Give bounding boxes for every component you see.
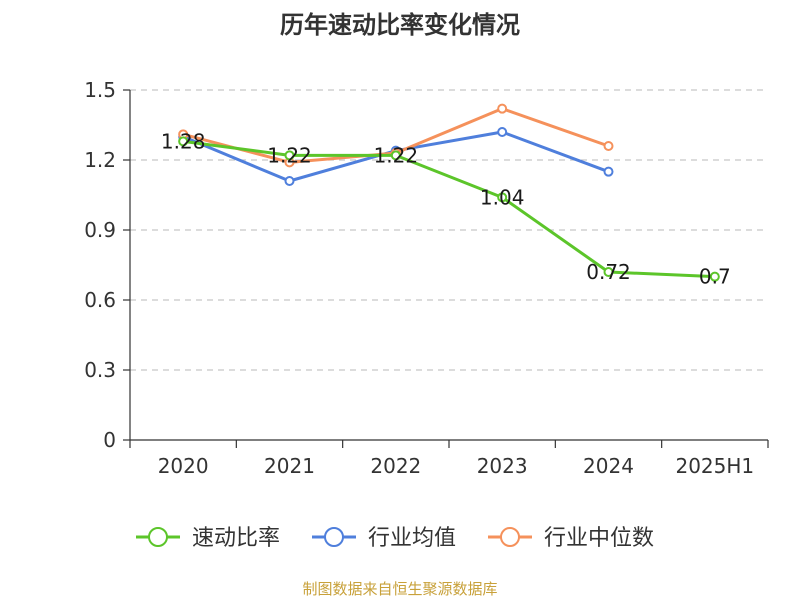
data-point xyxy=(284,176,295,186)
data-label: 1.04 xyxy=(480,185,525,209)
legend-marker xyxy=(148,527,168,547)
series-line xyxy=(182,139,715,279)
data-point xyxy=(178,136,189,147)
source-note: 制图数据来自恒生聚源数据库 xyxy=(302,580,497,598)
legend-label: 行业均值 xyxy=(368,526,456,551)
x-tick-label: 2020 xyxy=(158,454,209,478)
data-label: 1.22 xyxy=(374,143,419,167)
data-point xyxy=(603,166,614,177)
x-tick-label: 2023 xyxy=(477,454,528,478)
y-axis-ticks: 0 0.3 0.6 0.9 1.2 1.5 xyxy=(84,78,130,452)
y-tick-label: 0.6 xyxy=(84,288,116,312)
y-tick-label: 1.2 xyxy=(84,148,116,172)
x-tick-label: 2022 xyxy=(370,454,421,478)
data-label: 0.72 xyxy=(586,260,631,284)
chart-title: 历年速动比率变化情况 xyxy=(280,11,520,39)
data-point xyxy=(284,150,295,161)
data-label: 1.28 xyxy=(161,129,206,153)
x-tick-label: 2024 xyxy=(583,454,634,478)
data-labels: 1.28 1.22 1.22 1.04 0.72 0.7 xyxy=(161,129,731,288)
data-label: 0.7 xyxy=(699,265,731,289)
data-point xyxy=(603,267,614,277)
y-tick-label: 0.9 xyxy=(84,218,116,242)
x-tick-label: 2025H1 xyxy=(675,454,754,478)
legend-label: 行业中位数 xyxy=(544,526,654,551)
legend: 速动比率 行业均值 行业中位数 xyxy=(136,526,654,551)
x-axis-ticks: 2020 2021 2022 2023 2024 2025H1 xyxy=(129,440,769,478)
y-tick-label: 0.3 xyxy=(84,358,116,382)
data-point xyxy=(497,127,508,137)
x-tick-label: 2021 xyxy=(264,454,315,478)
data-point xyxy=(497,103,508,114)
legend-marker xyxy=(500,527,520,547)
data-label: 1.22 xyxy=(267,143,312,167)
series-0 xyxy=(178,136,720,282)
data-point xyxy=(603,141,614,151)
y-tick-label: 0 xyxy=(103,428,116,452)
legend-marker xyxy=(324,527,344,547)
legend-label: 速动比率 xyxy=(192,526,280,551)
legend-item-2: 行业中位数 xyxy=(488,526,654,551)
data-point xyxy=(497,192,508,203)
legend-item-1: 行业均值 xyxy=(312,526,456,551)
legend-item-0: 速动比率 xyxy=(136,526,280,551)
series-group xyxy=(178,103,720,282)
y-tick-label: 1.5 xyxy=(84,78,116,102)
grid-lines xyxy=(130,89,768,371)
data-point xyxy=(709,271,720,282)
data-point xyxy=(390,150,401,161)
